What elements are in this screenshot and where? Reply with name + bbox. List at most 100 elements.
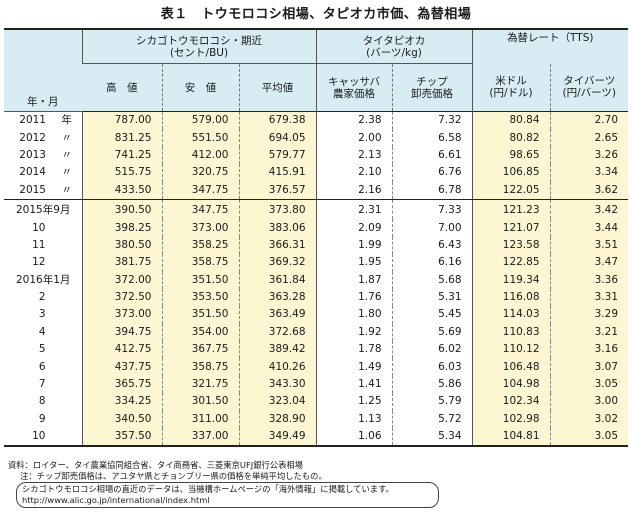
table-cell: 121.23: [471, 199, 551, 220]
table-row: 2 372.50 353.50 363.28 1.76 5.31 116.08 3.31: [4, 288, 629, 307]
table-cell: 5.69: [391, 323, 473, 342]
table-cell: 373.00: [81, 306, 162, 324]
table-cell: 741.25: [81, 146, 162, 165]
year-number: 2013: [19, 148, 46, 161]
table-cell: 337.00: [161, 428, 239, 447]
table-cell: 412.00: [161, 146, 239, 165]
table-cell: 394.75: [81, 323, 162, 342]
year-number: 2014: [19, 166, 46, 179]
table-cell: 2.38: [315, 111, 393, 130]
table-cell: 3.42: [549, 199, 629, 220]
table-cell: 121.07: [471, 219, 551, 237]
table-cell: 372.50: [81, 288, 162, 307]
table-row: 4 394.75 354.00 372.68 1.92 5.69 110.83 3.21: [4, 323, 629, 342]
table-cell: 3.29: [549, 306, 629, 324]
table-cell: 80.82: [471, 129, 551, 147]
table-cell: 2.65: [549, 129, 629, 147]
table-cell: 433.50: [81, 181, 162, 200]
row-label: 2014 〃: [4, 164, 82, 181]
table-cell: 1.41: [315, 375, 393, 394]
table-cell: 358.25: [161, 236, 239, 255]
table-row: 7 365.75 321.75 343.30 1.41 5.86 104.98 3.05: [4, 375, 629, 394]
row-label: 3: [38, 308, 46, 321]
table-cell: 321.75: [161, 375, 239, 394]
table-row: 6 437.75 358.75 410.26 1.49 6.03 106.48 3.07: [4, 358, 629, 376]
table-cell: 363.49: [238, 306, 317, 324]
tapioca-group-header: タイタピオカ (バーツ/kg): [315, 29, 473, 64]
table-row: 2012 〃 831.25 551.50 694.05 2.00 6.58 80.82 2.65: [4, 129, 629, 147]
table-cell: 1.49: [315, 358, 393, 376]
row-label: 10: [32, 430, 46, 443]
row-label: 2012 〃: [4, 129, 82, 146]
table-cell: 3.44: [549, 219, 629, 237]
table-header: 年・月 シカゴトウモロコシ・期近 (セント/BU) タイタピオカ (バーツ/kg…: [4, 29, 629, 112]
table-cell: 376.57: [238, 181, 317, 200]
website-notice-text: シカゴトウモロコシ相場の直近のデータは、当機構ホームページの「海外情報」に掲載し…: [22, 484, 394, 494]
table-cell: 106.85: [471, 164, 551, 182]
table-cell: 2.70: [549, 111, 629, 130]
table-cell: 5.86: [391, 375, 473, 394]
col-header-usd: 米ドル (円/ドル): [471, 63, 551, 112]
year-suffix: 〃: [61, 131, 73, 144]
table-cell: 110.83: [471, 323, 551, 342]
table-cell: 1.80: [315, 306, 393, 324]
row-label: 2013 〃: [4, 147, 82, 164]
col-header-high: 高 値: [82, 63, 162, 112]
table-cell: 6.76: [391, 164, 473, 182]
row-label-header: 年・月: [4, 29, 82, 112]
table-cell: 358.75: [161, 254, 239, 272]
table-cell: 358.75: [161, 358, 239, 376]
table-cell: 353.50: [161, 288, 239, 307]
table-cell: 6.58: [391, 129, 473, 147]
table-cell: 301.50: [161, 393, 239, 411]
table-cell: 3.05: [549, 428, 629, 447]
table-cell: 106.48: [471, 358, 551, 376]
chip-price-note: 注：チップ卸売価格は、アユタヤ県とチョンブリー県の価格を単純平均したもの。: [20, 470, 327, 481]
table-cell: 1.92: [315, 323, 393, 342]
table-row: 8 334.25 301.50 323.04 1.25 5.79 102.34 3.00: [4, 393, 629, 411]
table-cell: 694.05: [238, 129, 317, 147]
table-cell: 7.32: [391, 111, 473, 130]
table-cell: 1.06: [315, 428, 393, 447]
table-cell: 367.75: [161, 341, 239, 359]
table-cell: 311.00: [161, 410, 239, 429]
table-cell: 123.58: [471, 236, 551, 255]
table-cell: 122.05: [471, 181, 551, 200]
row-label: 2015 〃: [4, 181, 82, 200]
corn-group-header: シカゴトウモロコシ・期近 (セント/BU): [81, 29, 317, 64]
table-cell: 340.50: [81, 410, 162, 429]
row-label: 9: [38, 412, 46, 425]
table-row: 5 412.75 367.75 389.42 1.78 6.02 110.12 3.16: [4, 341, 629, 359]
website-url[interactable]: http://www.alic.go.jp/international/inde…: [22, 494, 210, 505]
table-cell: 415.91: [238, 164, 317, 182]
table-cell: 357.50: [81, 428, 162, 447]
row-label: 12: [32, 256, 46, 269]
table-cell: 354.00: [161, 323, 239, 342]
table-cell: 412.75: [81, 341, 162, 359]
table-cell: 6.03: [391, 358, 473, 376]
table-cell: 380.50: [81, 236, 162, 255]
annual-rows: 2011 年 787.00 579.00 679.38 2.38 7.32 80.84 2.70…: [4, 111, 629, 200]
table-cell: 3.00: [549, 393, 629, 411]
table-cell: 1.99: [315, 236, 393, 255]
table-cell: 365.75: [81, 375, 162, 394]
table-cell: 122.85: [471, 254, 551, 272]
table-row: 2014 〃 515.75 320.75 415.91 2.10 6.76 106.85 3.3…: [4, 164, 629, 182]
table-row: 12 381.75 358.75 369.32 1.95 6.16 122.85 3.47: [4, 254, 629, 272]
table-cell: 116.08: [471, 288, 551, 307]
footnotes: 資料：ロイター、タイ農業協同組合省、タイ商務省、三菱東京UFJ銀行公表相場 注：…: [8, 460, 624, 481]
table-cell: 2.00: [315, 129, 393, 147]
table-cell: 787.00: [81, 111, 162, 130]
table-cell: 369.32: [238, 254, 317, 272]
row-label: 2: [38, 291, 46, 304]
table-cell: 551.50: [161, 129, 239, 147]
table-cell: 390.50: [81, 199, 162, 220]
table-cell: 679.38: [238, 111, 317, 130]
table-cell: 328.90: [238, 410, 317, 429]
market-data-table: 年・月 シカゴトウモロコシ・期近 (セント/BU) タイタピオカ (バーツ/kg…: [4, 28, 629, 448]
table-row: 2011 年 787.00 579.00 679.38 2.38 7.32 80.84 2.70: [4, 111, 629, 130]
table-cell: 381.75: [81, 254, 162, 272]
table-cell: 349.49: [238, 428, 317, 447]
row-label: 8: [38, 395, 46, 408]
row-label: 6: [38, 360, 46, 373]
